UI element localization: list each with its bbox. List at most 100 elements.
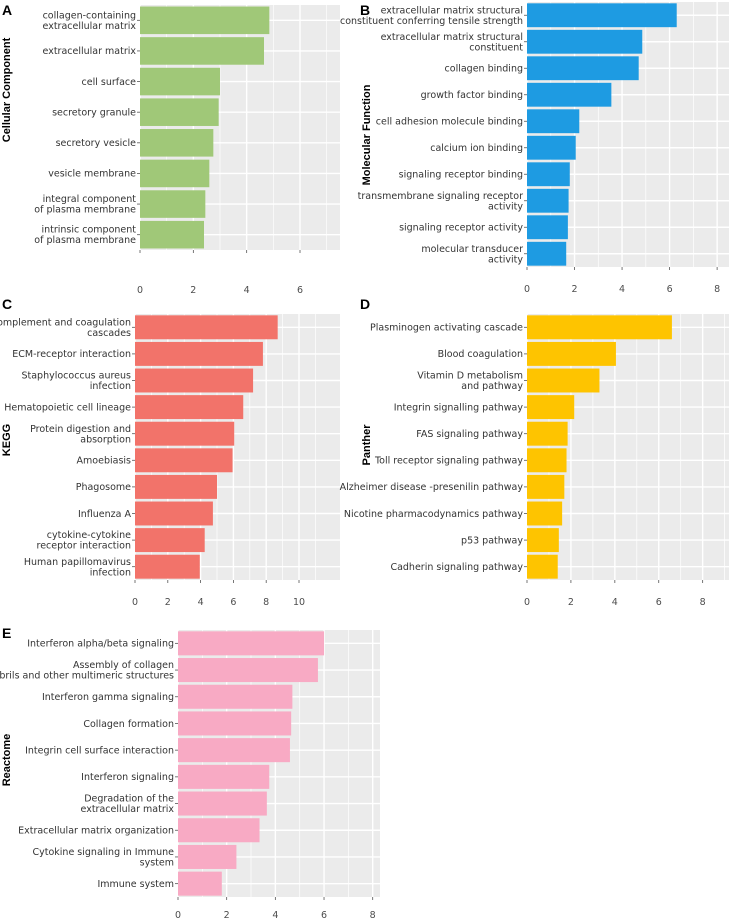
- bar: [140, 98, 219, 126]
- category-label: extracellular matrix structural constitue…: [381, 32, 524, 54]
- bar: [527, 56, 639, 81]
- x-tick-label: 2: [224, 910, 230, 921]
- x-tick-label: 8: [263, 597, 269, 608]
- category-label-line: Integrin signalling pathway: [394, 402, 524, 413]
- category-label: Interferon signaling: [81, 772, 174, 783]
- category-label-line: extracellular matrix: [81, 804, 175, 815]
- category-label-line: vesicle membrane: [48, 169, 136, 180]
- bar: [135, 528, 205, 553]
- bar: [135, 474, 217, 499]
- x-tick-label: 2: [572, 284, 578, 295]
- y-axis-title: Reactome: [1, 734, 13, 787]
- category-label: Blood coagulation: [438, 349, 523, 360]
- category-label-line: growth factor binding: [421, 90, 523, 101]
- bar: [527, 188, 569, 213]
- x-tick-label: 0: [175, 910, 181, 921]
- category-label: Toll receptor signaling pathway: [374, 456, 523, 467]
- category-label: Interferon alpha/beta signaling: [27, 639, 174, 650]
- category-label-line: Vitamin D metabolism: [417, 371, 523, 382]
- category-label: Hematopoietic cell lineage: [4, 402, 131, 413]
- x-tick-label: 2: [190, 285, 196, 296]
- bar: [527, 241, 567, 266]
- bar: [527, 395, 575, 420]
- bar: [140, 129, 214, 157]
- y-axis-title: Molecular Function: [361, 84, 373, 185]
- panel-b: B Molecular Function 0 2 4 6 8 extracellular ma…: [340, 2, 729, 295]
- category-label: cell adhesion molecule binding: [376, 117, 523, 128]
- panel-letter-d: D: [360, 296, 370, 312]
- category-label: Cadherin signaling pathway: [390, 562, 523, 573]
- category-label: Integrin signalling pathway: [394, 402, 524, 413]
- bar: [135, 341, 263, 366]
- bar: [527, 474, 565, 499]
- category-label-line: extracellular matrix structural: [381, 32, 523, 43]
- category-label-line: Amoebiasis: [77, 456, 131, 467]
- bar: [178, 684, 293, 709]
- x-tick-label: 0: [524, 284, 530, 295]
- x-tick-label: 6: [230, 597, 236, 608]
- category-label: Alzheimer disease -presenilin pathway: [340, 482, 524, 493]
- category-label: Vitamin D metabolism and pathway: [417, 371, 523, 393]
- category-label-line: signaling receptor binding: [399, 170, 523, 181]
- bar: [135, 421, 235, 446]
- bar: [527, 109, 580, 134]
- category-label-line: Interferon signaling: [81, 772, 174, 783]
- bar: [135, 368, 254, 393]
- bar: [135, 395, 244, 420]
- category-label-line: Integrin cell surface interaction: [25, 745, 174, 756]
- category-label-line: Phagosome: [76, 482, 131, 493]
- category-label: Staphylococcus aureus infection: [21, 371, 131, 393]
- category-label: intrinsic component of plasma membrane: [34, 225, 136, 247]
- category-label-line: p53 pathway: [461, 535, 523, 546]
- category-label-line: extracellular matrix: [43, 21, 137, 32]
- category-label: cell surface: [82, 77, 137, 88]
- panel-a: A Cellular Component 0 2 4 6 collagen-containi…: [1, 2, 340, 296]
- category-label-line: calcium ion binding: [430, 143, 523, 154]
- category-label: p53 pathway: [461, 535, 523, 546]
- category-label-line: system: [140, 858, 174, 869]
- bar: [527, 501, 563, 526]
- category-label-line: of plasma membrane: [34, 205, 136, 216]
- category-label-line: integral component: [43, 194, 137, 205]
- category-label-line: Staphylococcus aureus: [21, 371, 131, 382]
- category-label: growth factor binding: [421, 90, 523, 101]
- x-tick-label: 4: [612, 597, 618, 608]
- category-label: cytokine-cytokine receptor interaction: [37, 530, 132, 552]
- category-label: extracellular matrix: [43, 46, 137, 57]
- x-tick-label: 0: [137, 285, 143, 296]
- category-label: Amoebiasis: [77, 456, 131, 467]
- category-label-line: Protein digestion and: [30, 424, 131, 435]
- category-label-line: Degradation of the: [84, 794, 174, 805]
- x-tick-label: 8: [700, 597, 706, 608]
- bar: [527, 448, 567, 473]
- category-label: vesicle membrane: [48, 169, 136, 180]
- bar: [527, 82, 612, 107]
- category-label: molecular transducer activity: [421, 244, 523, 265]
- category-label-line: Hematopoietic cell lineage: [4, 402, 131, 413]
- bar: [527, 368, 600, 393]
- category-label-line: Nicotine pharmacodynamics pathway: [344, 509, 524, 520]
- category-label-line: Complement and coagulation: [0, 317, 131, 328]
- bar: [178, 764, 270, 789]
- category-label-line: and pathway: [461, 381, 523, 392]
- bar: [140, 159, 210, 188]
- category-label-line: constituent conferring tensile strength: [340, 16, 523, 27]
- category-label: Phagosome: [76, 482, 131, 493]
- x-tick-label: 6: [667, 284, 673, 295]
- panel-letter-a: A: [2, 2, 12, 18]
- category-label: integral component of plasma membrane: [34, 194, 136, 216]
- bar: [178, 791, 267, 816]
- bar: [178, 658, 318, 683]
- x-tick-label: 4: [619, 284, 625, 295]
- category-label: Degradation of the extracellular matrix: [81, 794, 175, 816]
- bar: [178, 844, 237, 869]
- category-label-line: extracellular matrix: [43, 46, 137, 57]
- category-label-line: Collagen formation: [83, 719, 174, 730]
- y-axis-title: Cellular Component: [1, 37, 13, 142]
- category-label-line: Immune system: [97, 879, 174, 890]
- category-label: collagen-containing extracellular matrix: [43, 10, 137, 32]
- category-label: Protein digestion and absorption: [30, 424, 131, 446]
- bar: [140, 67, 220, 96]
- category-label-line: Extracellular matrix organization: [18, 826, 174, 837]
- category-label-line: infection: [90, 567, 131, 578]
